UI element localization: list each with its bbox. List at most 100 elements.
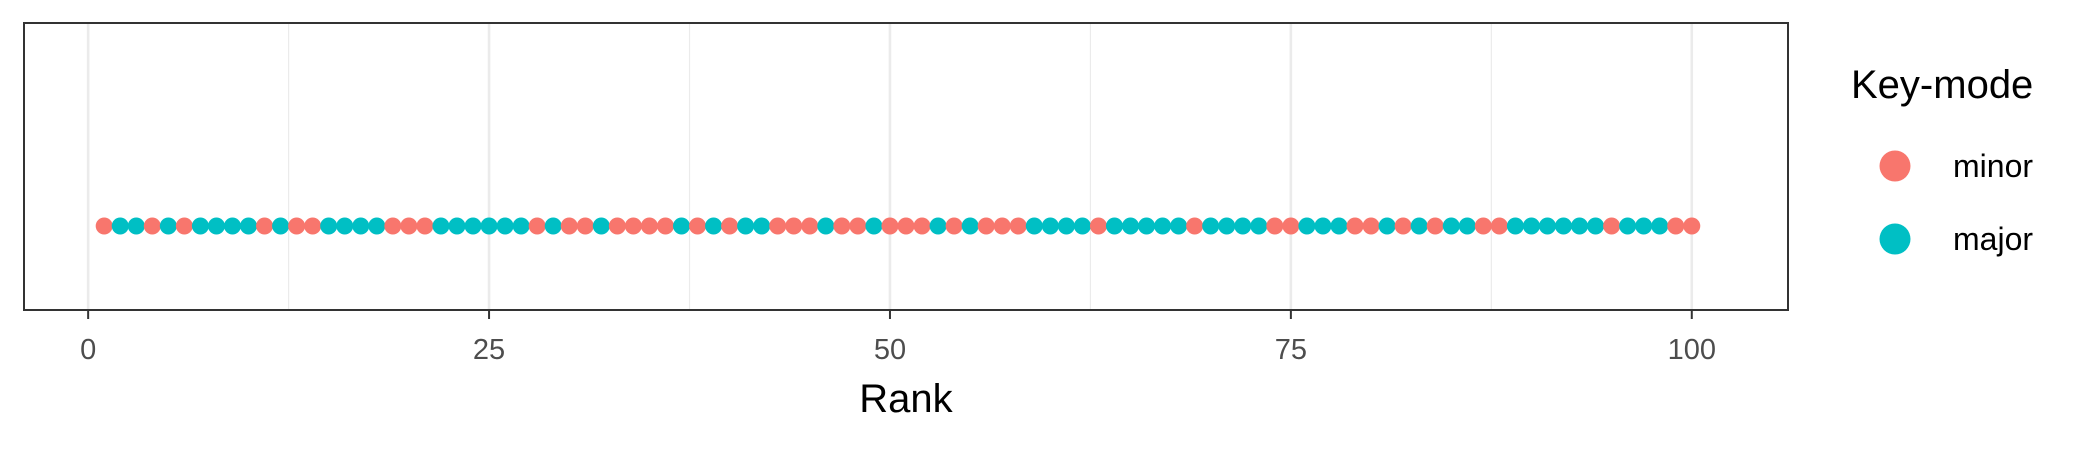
point-major — [1619, 217, 1637, 235]
point-major — [480, 217, 498, 235]
point-major — [320, 217, 338, 235]
data-points — [95, 217, 1701, 235]
point-major — [1122, 217, 1140, 235]
point-major — [1506, 217, 1524, 235]
point-minor — [721, 217, 739, 235]
point-major — [191, 217, 209, 235]
legend-items: minor major — [1879, 148, 2033, 257]
legend-label-major: major — [1953, 221, 2033, 257]
point-major — [672, 217, 690, 235]
point-major — [1651, 217, 1669, 235]
point-major — [1234, 217, 1252, 235]
point-major — [737, 217, 755, 235]
point-major — [1378, 217, 1396, 235]
x-axis-tick-labels: 0 25 50 75 100 — [80, 334, 1716, 366]
point-major — [817, 217, 835, 235]
point-minor — [95, 217, 113, 235]
point-major — [111, 217, 129, 235]
point-minor — [528, 217, 546, 235]
point-minor — [801, 217, 819, 235]
point-minor — [624, 217, 642, 235]
legend-label-minor: minor — [1953, 148, 2033, 184]
point-major — [1571, 217, 1589, 235]
legend-title: Key-mode — [1851, 63, 2033, 107]
point-minor — [1266, 217, 1284, 235]
point-minor — [769, 217, 787, 235]
point-major — [368, 217, 386, 235]
point-major — [1298, 217, 1316, 235]
point-minor — [785, 217, 803, 235]
point-major — [929, 217, 947, 235]
point-minor — [897, 217, 915, 235]
point-minor — [1282, 217, 1300, 235]
point-minor — [640, 217, 658, 235]
point-major — [1041, 217, 1059, 235]
point-minor — [1346, 217, 1364, 235]
point-minor — [175, 217, 193, 235]
point-major — [512, 217, 530, 235]
point-major — [753, 217, 771, 235]
point-minor — [656, 217, 674, 235]
x-tick-label: 50 — [874, 334, 906, 366]
point-major — [448, 217, 466, 235]
point-major — [1635, 217, 1653, 235]
point-major — [1250, 217, 1268, 235]
point-minor — [384, 217, 402, 235]
legend: Key-mode minor major — [1851, 63, 2033, 257]
point-major — [1057, 217, 1075, 235]
point-major — [1522, 217, 1540, 235]
point-minor — [833, 217, 851, 235]
point-minor — [913, 217, 931, 235]
point-minor — [288, 217, 306, 235]
point-minor — [576, 217, 594, 235]
point-major — [159, 217, 177, 235]
point-major — [352, 217, 370, 235]
x-tick-label: 75 — [1275, 334, 1307, 366]
point-major — [464, 217, 482, 235]
point-minor — [977, 217, 995, 235]
point-minor — [560, 217, 578, 235]
point-major — [1202, 217, 1220, 235]
point-minor — [400, 217, 418, 235]
point-minor — [1683, 217, 1701, 235]
point-major — [1314, 217, 1332, 235]
x-tick-label: 0 — [80, 334, 96, 366]
x-tick-label: 100 — [1668, 334, 1716, 366]
point-minor — [689, 217, 707, 235]
legend-key-major — [1879, 223, 1911, 255]
point-major — [496, 217, 514, 235]
point-minor — [1394, 217, 1412, 235]
point-major — [592, 217, 610, 235]
panel-border — [23, 22, 1789, 311]
point-major — [1073, 217, 1091, 235]
point-major — [127, 217, 145, 235]
point-major — [240, 217, 258, 235]
point-minor — [1186, 217, 1204, 235]
x-tick-label: 25 — [473, 334, 505, 366]
point-major — [1587, 217, 1605, 235]
point-major — [1554, 217, 1572, 235]
point-minor — [1474, 217, 1492, 235]
point-minor — [1490, 217, 1508, 235]
point-minor — [1362, 217, 1380, 235]
point-major — [1538, 217, 1556, 235]
panel-background — [24, 23, 1788, 310]
point-major — [1218, 217, 1236, 235]
point-major — [544, 217, 562, 235]
point-major — [1410, 217, 1428, 235]
point-minor — [1426, 217, 1444, 235]
point-major — [1170, 217, 1188, 235]
point-minor — [1089, 217, 1107, 235]
point-minor — [1009, 217, 1027, 235]
point-minor — [143, 217, 161, 235]
point-major — [961, 217, 979, 235]
point-major — [336, 217, 354, 235]
point-minor — [608, 217, 626, 235]
point-major — [1025, 217, 1043, 235]
minor-gridlines — [288, 23, 1492, 310]
point-major — [1154, 217, 1172, 235]
point-major — [1138, 217, 1156, 235]
point-major — [1442, 217, 1460, 235]
point-major — [223, 217, 241, 235]
